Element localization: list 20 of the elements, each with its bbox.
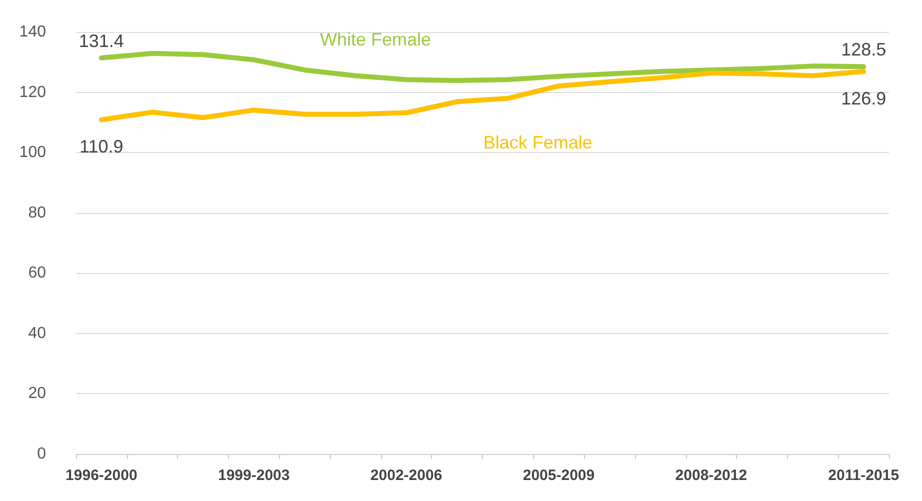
y-tick-label: 60 bbox=[28, 264, 46, 282]
x-tick-label: 1996-2000 bbox=[66, 467, 138, 484]
y-tick-label: 100 bbox=[19, 144, 46, 162]
x-tick-label: 2002-2006 bbox=[370, 467, 442, 484]
x-tick-label: 2011-2015 bbox=[828, 467, 900, 484]
x-tick-label: 2005-2009 bbox=[522, 467, 595, 484]
x-tick-label: 1999-2003 bbox=[218, 467, 290, 484]
data-label: 131.4 bbox=[78, 30, 124, 51]
y-tick-label: 20 bbox=[28, 385, 46, 402]
series-label: Black Female bbox=[483, 132, 592, 152]
data-label: 126.9 bbox=[841, 88, 886, 108]
x-tick-label: 2008-2012 bbox=[675, 467, 748, 484]
data-label: 110.9 bbox=[80, 136, 124, 157]
y-tick-label: 120 bbox=[19, 84, 46, 101]
y-tick-label: 140 bbox=[19, 24, 46, 40]
data-label: 128.5 bbox=[841, 40, 886, 60]
y-tick-label: 0 bbox=[37, 446, 46, 462]
y-tick-label: 80 bbox=[28, 204, 46, 222]
series-label: White Female bbox=[320, 30, 431, 50]
y-tick-label: 40 bbox=[28, 324, 46, 342]
